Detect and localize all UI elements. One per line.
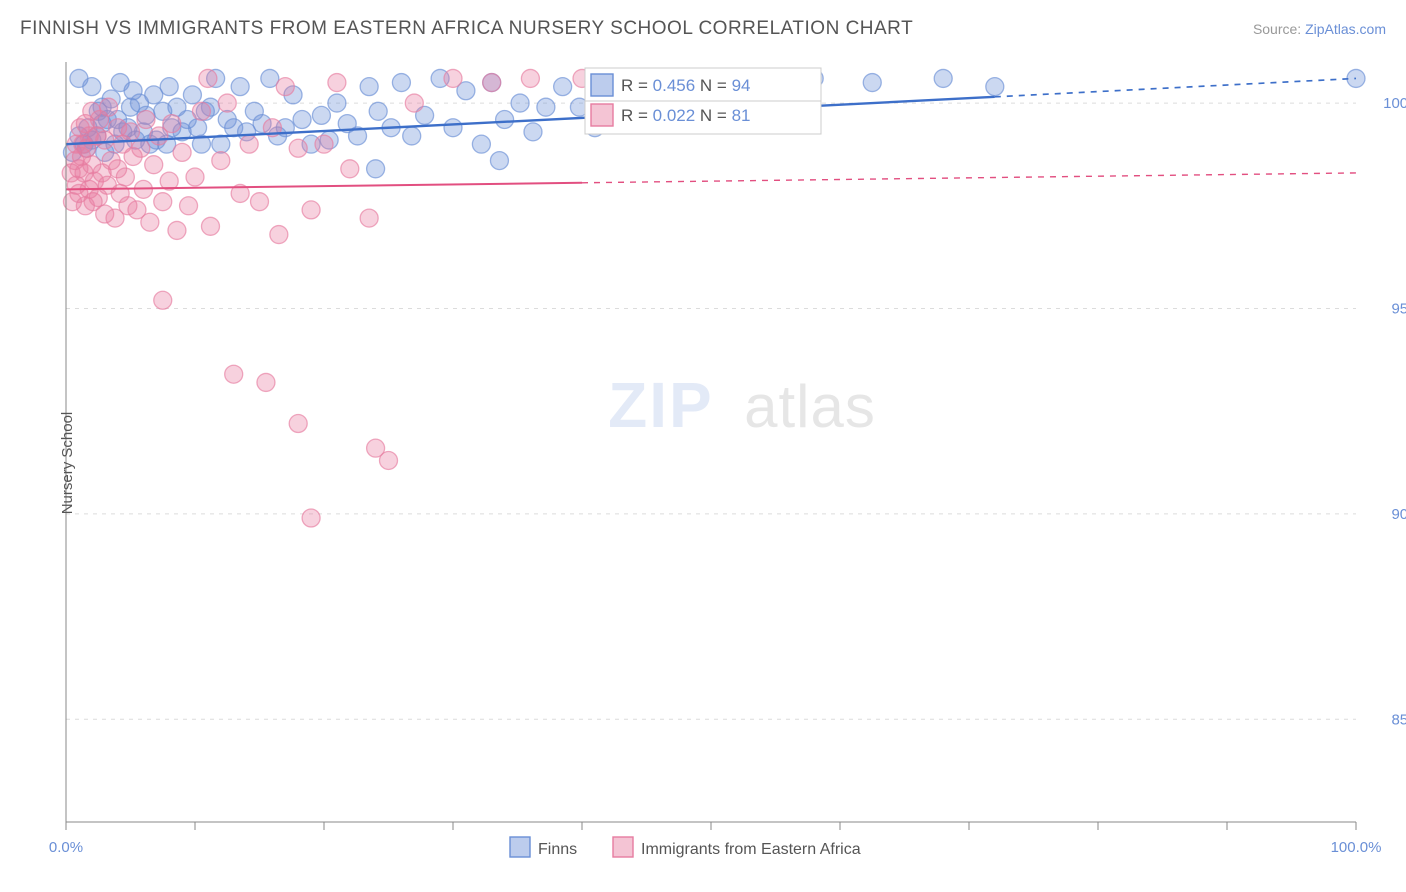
scatter-point <box>100 98 118 116</box>
watermark-atlas: atlas <box>744 373 876 440</box>
scatter-point <box>302 201 320 219</box>
scatter-point <box>163 115 181 133</box>
scatter-point <box>154 193 172 211</box>
scatter-point <box>524 123 542 141</box>
y-tick-label: 100.0% <box>1383 95 1406 112</box>
scatter-point <box>183 86 201 104</box>
scatter-point <box>490 152 508 170</box>
scatter-point <box>180 197 198 215</box>
y-axis-label: Nursery School <box>59 412 76 515</box>
chart-area: Nursery School 85.0%90.0%95.0%100.0%ZIPa… <box>20 54 1386 872</box>
scatter-point <box>496 111 514 129</box>
scatter-point <box>302 509 320 527</box>
scatter-point <box>403 127 421 145</box>
scatter-point <box>251 193 269 211</box>
scatter-point <box>212 152 230 170</box>
scatter-point <box>192 102 210 120</box>
scatter-point <box>189 119 207 137</box>
chart-title: FINNISH VS IMMIGRANTS FROM EASTERN AFRIC… <box>20 18 913 40</box>
chart-header: FINNISH VS IMMIGRANTS FROM EASTERN AFRIC… <box>20 18 1386 40</box>
scatter-point <box>199 69 217 87</box>
scatter-point <box>289 139 307 157</box>
scatter-point <box>360 209 378 227</box>
watermark-zip: ZIP <box>608 369 714 441</box>
scatter-point <box>137 111 155 129</box>
scatter-point <box>863 74 881 92</box>
scatter-point <box>934 69 952 87</box>
scatter-point <box>116 168 134 186</box>
scatter-point <box>201 217 219 235</box>
scatter-point <box>986 78 1004 96</box>
source-link[interactable]: ZipAtlas.com <box>1305 21 1386 37</box>
scatter-point <box>257 373 275 391</box>
scatter-point <box>83 78 101 96</box>
source-prefix: Source: <box>1253 21 1305 37</box>
scatter-point <box>270 226 288 244</box>
scatter-point <box>315 135 333 153</box>
scatter-point <box>276 78 294 96</box>
scatter-point <box>312 106 330 124</box>
scatter-point <box>392 74 410 92</box>
scatter-point <box>328 74 346 92</box>
scatter-point <box>380 451 398 469</box>
y-tick-label: 85.0% <box>1391 711 1406 728</box>
scatter-point <box>483 74 501 92</box>
scatter-point <box>554 78 572 96</box>
scatter-point <box>328 94 346 112</box>
scatter-point <box>225 365 243 383</box>
scatter-point <box>472 135 490 153</box>
scatter-point <box>141 213 159 231</box>
scatter-point <box>154 291 172 309</box>
scatter-point <box>168 221 186 239</box>
legend-swatch <box>591 74 613 96</box>
scatter-point <box>212 135 230 153</box>
scatter-point <box>511 94 529 112</box>
scatter-point <box>521 69 539 87</box>
y-tick-label: 95.0% <box>1391 300 1406 317</box>
scatter-point <box>369 102 387 120</box>
scatter-point <box>405 94 423 112</box>
x-tick-label: 100.0% <box>1331 839 1382 856</box>
y-tick-label: 90.0% <box>1391 506 1406 523</box>
legend-swatch <box>510 837 530 857</box>
scatter-point <box>240 135 258 153</box>
scatter-point <box>218 94 236 112</box>
scatter-point <box>231 78 249 96</box>
scatter-point <box>444 119 462 137</box>
scatter-point <box>132 139 150 157</box>
scatter-point <box>444 69 462 87</box>
scatter-point <box>537 98 555 116</box>
scatter-point <box>173 143 191 161</box>
scatter-point <box>293 111 311 129</box>
legend-label: Immigrants from Eastern Africa <box>641 841 861 858</box>
scatter-point <box>160 78 178 96</box>
legend-swatch <box>591 104 613 126</box>
scatter-point <box>186 168 204 186</box>
scatter-point <box>122 123 140 141</box>
scatter-point <box>145 156 163 174</box>
legend-swatch <box>613 837 633 857</box>
scatter-point <box>360 78 378 96</box>
x-tick-label: 0.0% <box>49 839 83 856</box>
stats-row: R = 0.022 N = 81 <box>621 106 751 125</box>
stats-row: R = 0.456 N = 94 <box>621 76 751 95</box>
scatter-point <box>367 160 385 178</box>
legend-label: Finns <box>538 841 577 858</box>
scatter-point <box>341 160 359 178</box>
scatter-chart: 85.0% 90.0% 95.0% 100.0% ZIP atlas 0.0% 100.0% R… <box>20 54 1406 874</box>
scatter-point <box>289 415 307 433</box>
source-attribution: Source: ZipAtlas.com <box>1253 21 1386 37</box>
